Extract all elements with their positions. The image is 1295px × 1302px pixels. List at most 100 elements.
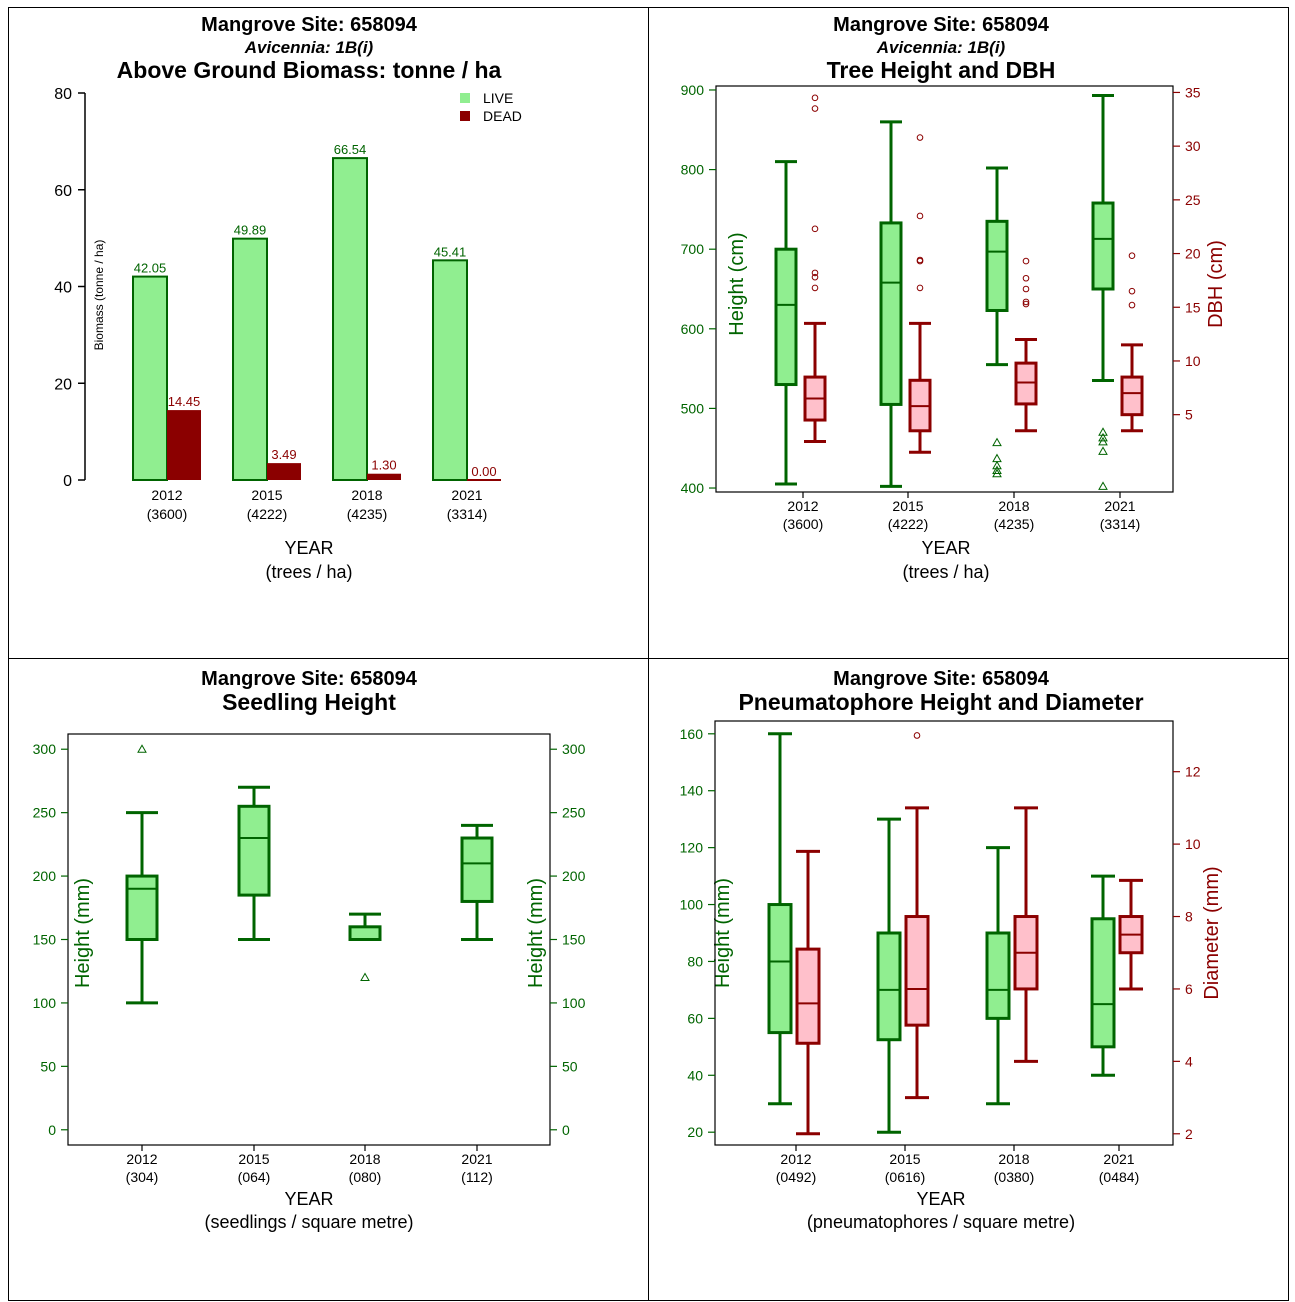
tree-plot-primary-2021-box <box>1091 201 1115 291</box>
pneu-plot-x-tick-sublabel: (0616) <box>885 1169 925 1185</box>
seedling-plot-right-tick-label: 300 <box>562 741 586 757</box>
tree-left-axis-label: Height (cm) <box>726 232 748 335</box>
tree-plot-right-tick-label: 15 <box>1185 299 1201 315</box>
tree-plot-right-tick-label: 10 <box>1185 353 1201 369</box>
biomass-x-tick-label: 2018 <box>351 487 382 503</box>
tree-plot-left-tick-label: 500 <box>681 400 705 416</box>
pneu-plot-left-tick-label: 80 <box>687 953 703 969</box>
tree-plot-x-tick-sublabel: (3600) <box>783 516 823 532</box>
tree-plot-primary-2012-box <box>774 247 798 387</box>
bar-dead-2012 <box>167 410 201 480</box>
biomass-x-tick-label: 2021 <box>451 487 482 503</box>
pneu-plot-right-tick-label: 8 <box>1185 909 1193 925</box>
bar-dead-2018 <box>367 473 401 480</box>
biomass-x-tick-sublabel: (3314) <box>447 506 487 522</box>
tree-plot-left-tick-label: 600 <box>681 321 705 337</box>
bar-live-value-2021: 45.41 <box>434 244 467 259</box>
tree-x-axis-sublabel: (trees / ha) <box>902 562 989 582</box>
tree-plot-secondary-2018-outlier <box>1022 298 1030 306</box>
seedling-right-axis-label: Height (mm) <box>525 878 547 988</box>
seedling-plot-area: 0 50 100 150 200 250 300 0 50 100 150 200 250 300 2012… <box>33 733 586 1185</box>
pneu-plot-secondary-2015-outlier <box>913 732 921 739</box>
tree-plot-primary-2015-box <box>879 221 903 406</box>
pneu-heading: Pneumatophore Height and Diameter <box>738 689 1143 715</box>
tree-plot-primary-2018-outlier <box>992 460 1002 470</box>
biomass-y-tick-label: 80 <box>54 86 72 103</box>
seedling-plot-left-tick-label: 150 <box>33 932 57 948</box>
seedling-plot-right-tick-label: 100 <box>562 995 586 1011</box>
seedling-plot-right-tick-label: 0 <box>562 1122 570 1138</box>
bar-dead-2015 <box>267 463 301 480</box>
biomass-y-tick-label: 20 <box>54 376 72 393</box>
tree-plot-secondary-2021-outlier <box>1128 287 1136 295</box>
pneu-plot-left-tick-label: 60 <box>687 1010 703 1026</box>
tree-plot-right-tick-label: 30 <box>1185 138 1201 154</box>
pneu-plot-left-tick-label: 40 <box>687 1067 703 1083</box>
pneu-plot-secondary-2012-box <box>795 947 821 1045</box>
seedling-plot-right-tick-label: 150 <box>562 932 586 948</box>
tree-plot-secondary-2021-outlier <box>1128 301 1136 309</box>
tree-plot-right-tick-label: 35 <box>1185 84 1201 100</box>
tree-plot-secondary-2021-outlier <box>1128 252 1136 260</box>
tree-plot-left-tick-label: 400 <box>681 480 705 496</box>
tree-subtitle: Avicennia: 1B(i) <box>876 38 1006 57</box>
seedling-plot-left-tick-label: 50 <box>40 1058 56 1074</box>
pneu-plot-right-tick-label: 4 <box>1185 1053 1193 1069</box>
seedling-plot-x-tick-sublabel: (304) <box>126 1169 159 1185</box>
pneu-x-axis-sublabel: (pneumatophores / square metre) <box>807 1212 1075 1232</box>
seedling-plot-left-tick-label: 250 <box>33 805 57 821</box>
biomass-panel: Mangrove Site: 658094 Avicennia: 1B(i) A… <box>8 7 649 659</box>
seedling-chart: Mangrove Site: 658094 Seedling Height He… <box>33 668 586 1232</box>
bar-dead-value-2015: 3.49 <box>271 447 296 462</box>
seedling-plot-primary-2021-box <box>460 836 494 903</box>
seedling-plot-primary-2012-outlier <box>137 744 147 753</box>
pneu-chart: Mangrove Site: 658094 Pneumatophore Heig… <box>680 668 1223 1232</box>
biomass-x-tick-sublabel: (3600) <box>147 506 187 522</box>
biomass-y-tick-label: 60 <box>54 183 72 200</box>
tree-plot-primary-2021-outlier <box>1098 427 1108 436</box>
pneu-plot-x-tick-sublabel: (0484) <box>1099 1169 1139 1185</box>
legend-dead-label: DEAD <box>483 108 522 124</box>
tree-plot-primary-2021-outlier <box>1098 481 1108 490</box>
seedling-plot-left-tick-label: 0 <box>48 1122 56 1138</box>
tree-plot-secondary-2012-outlier <box>811 273 819 281</box>
pneu-left-axis-label: Height (mm) <box>712 878 734 988</box>
tree-plot-secondary-2018-outlier <box>1022 300 1030 308</box>
tree-plot-x-tick-label: 2018 <box>998 498 1029 514</box>
biomass-y-axis-label: Biomass (tonne / ha) <box>92 240 106 351</box>
pneu-plot-left-tick-label: 120 <box>680 840 704 856</box>
pneu-plot-left-tick-label: 140 <box>680 783 704 799</box>
seedling-plot-left-tick-label: 300 <box>33 741 57 757</box>
tree-plot-primary-2018-box <box>985 219 1009 312</box>
bar-live-value-2018: 66.54 <box>334 142 367 157</box>
tree-plot-secondary-2012-outlier <box>811 284 819 292</box>
pneu-plot-primary-2015-box <box>876 931 902 1042</box>
pneu-plot-secondary-2015-box <box>904 915 930 1027</box>
bar-live-2021 <box>432 259 468 481</box>
pneu-plot-left-tick-label: 160 <box>680 726 704 742</box>
seedling-plot-x-tick-sublabel: (080) <box>349 1169 382 1185</box>
tree-heading: Tree Height and DBH <box>827 57 1056 83</box>
tree-right-axis-label: DBH (cm) <box>1205 240 1227 328</box>
tree-plot-left-tick-label: 900 <box>681 82 705 98</box>
tree-plot-primary-2018-outlier <box>992 453 1002 463</box>
tree-plot-secondary-2015-outlier <box>916 284 924 292</box>
pneu-plot-right-tick-label: 6 <box>1185 981 1193 997</box>
biomass-x-axis-label: YEAR <box>284 538 333 558</box>
seedling-plot-x-tick-label: 2012 <box>126 1151 157 1167</box>
tree-plot-x-tick-label: 2015 <box>892 498 923 514</box>
biomass-x-axis-sublabel: (trees / ha) <box>265 562 352 582</box>
pneu-plot-x-tick-label: 2015 <box>889 1151 920 1167</box>
tree-plot-secondary-2015-outlier <box>916 212 924 220</box>
seedling-plot-x-tick-sublabel: (064) <box>238 1169 271 1185</box>
pneu-plot-frame <box>714 720 1174 1146</box>
pneu-plot-x-tick-sublabel: (0380) <box>994 1169 1034 1185</box>
seedling-plot-left-tick-label: 100 <box>33 995 57 1011</box>
seedling-plot-right-tick-label: 50 <box>562 1058 578 1074</box>
seedling-x-axis-label: YEAR <box>284 1189 333 1209</box>
tree-plot-area: 400 500 600 700 800 900 5 10 15 20 25 30 35 2012 (3600… <box>681 82 1201 532</box>
seedling-plot-primary-2018-outlier <box>360 972 370 982</box>
pneu-right-axis-label: Diameter (mm) <box>1201 866 1223 999</box>
biomass-y-tick-label: 0 <box>63 473 72 490</box>
